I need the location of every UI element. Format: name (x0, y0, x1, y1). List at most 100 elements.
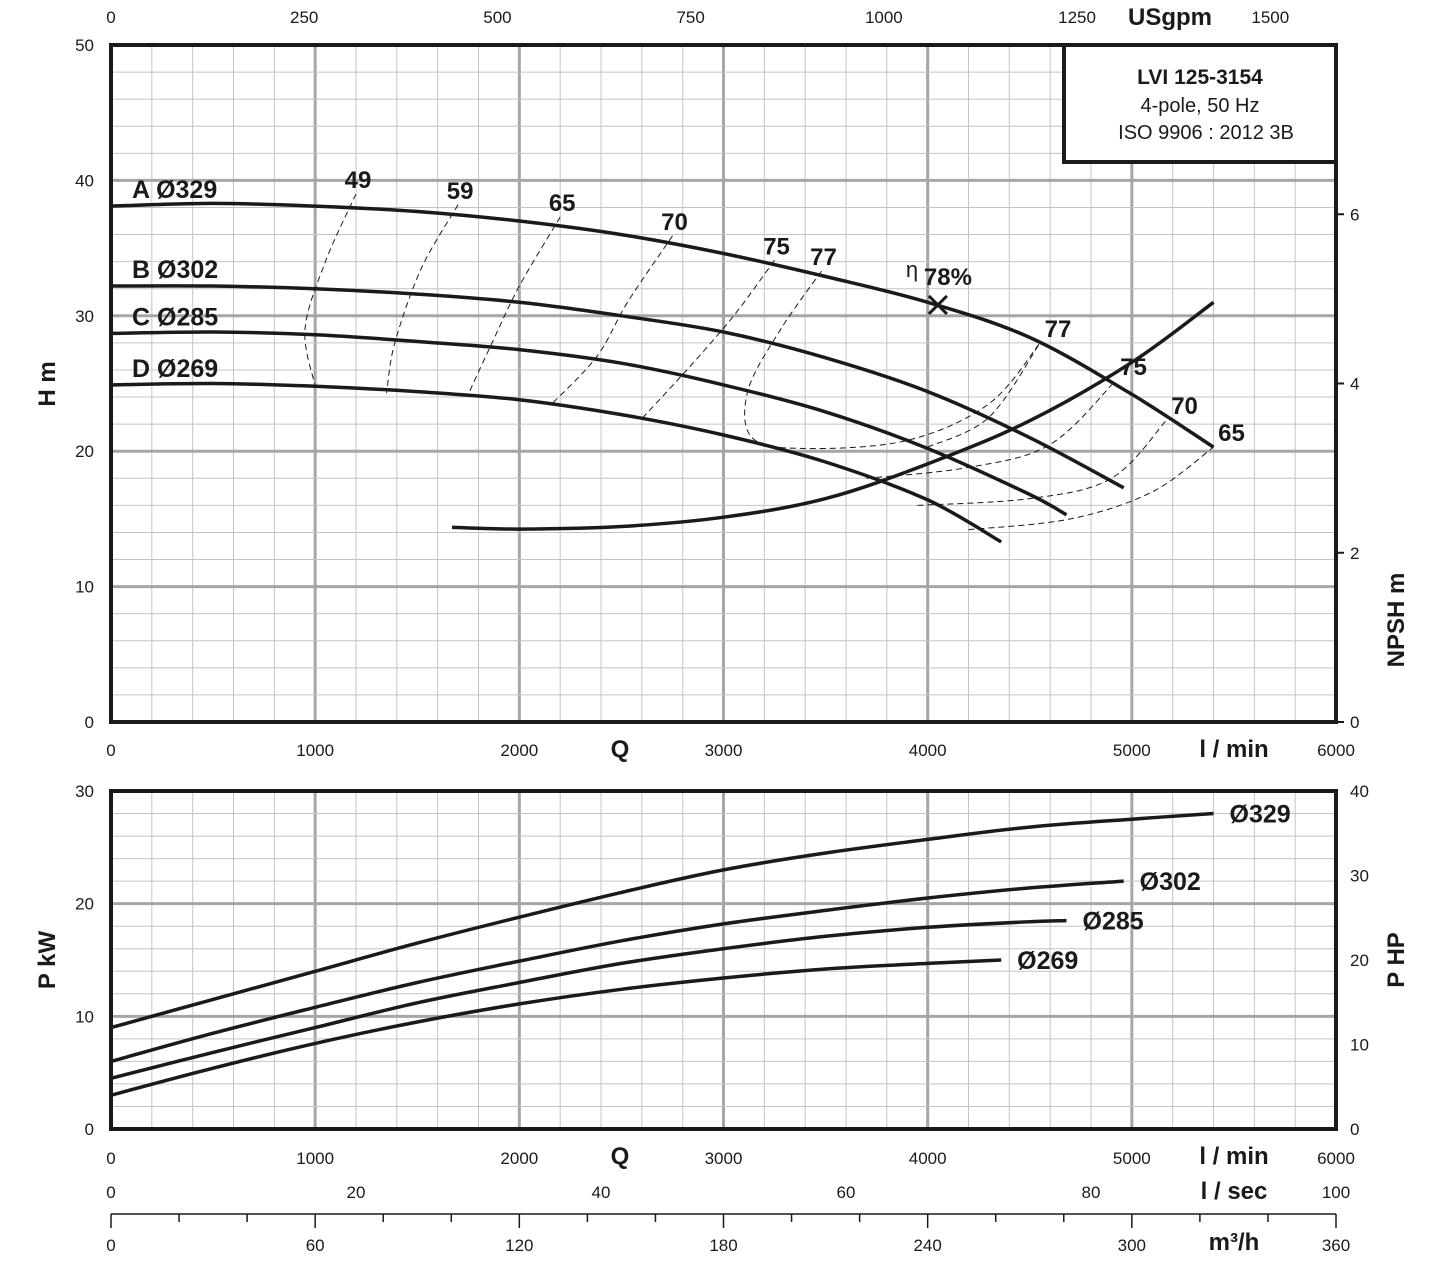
power-y-tick-label: 10 (75, 1007, 94, 1026)
hp-tick-label: 20 (1350, 951, 1369, 970)
efficiency-label: 75 (763, 233, 790, 260)
m3h-unit-label: m³/h (1209, 1229, 1260, 1256)
power-curve-label: Ø329 (1230, 801, 1291, 829)
power-x-label: Q (611, 1143, 630, 1170)
efficiency-contour-line (927, 342, 1041, 448)
head-y-tick-label: 0 (85, 713, 94, 732)
hp-tick-label: 0 (1350, 1120, 1359, 1139)
lsec-tick-label: 100 (1322, 1183, 1350, 1202)
power-y-tick-label: 30 (75, 782, 94, 801)
head-y-tick-label: 10 (75, 578, 94, 597)
lsec-tick-label: 0 (106, 1183, 115, 1202)
head-curve-line (111, 381, 1003, 544)
m3h-tick-label: 360 (1322, 1236, 1350, 1255)
power-curve-line (111, 879, 1124, 1064)
lsec-tick-label: 40 (592, 1183, 611, 1202)
efficiency-label: 59 (447, 178, 474, 205)
efficiency-contour-line (917, 419, 1167, 506)
head-y-tick-label: 20 (75, 442, 94, 461)
head-x-tick-label: 2000 (500, 741, 538, 760)
head-curves: A Ø329 B Ø302 C Ø285 D Ø269 49 59 65 70 75 77 77 75… (111, 167, 1245, 544)
head-curve-line (111, 284, 1125, 490)
power-curve-label: Ø285 (1083, 908, 1144, 936)
m3h-tick-label: 60 (306, 1236, 325, 1255)
usgpm-tick-label: 750 (676, 8, 704, 27)
efficiency-label: 70 (1171, 393, 1198, 420)
usgpm-unit-label: USgpm (1128, 4, 1212, 31)
power-curve-line (111, 811, 1214, 1030)
power-x-tick-label: 3000 (705, 1149, 743, 1168)
power-plot-frame (109, 789, 1338, 1131)
usgpm-tick-label: 250 (290, 8, 318, 27)
head-x-tick-label: 3000 (705, 741, 743, 760)
lsec-tick-label: 20 (347, 1183, 366, 1202)
efficiency-label: 49 (345, 167, 372, 194)
power-curve-label: Ø302 (1140, 868, 1201, 896)
power-x-tick-label: 0 (106, 1149, 115, 1168)
head-plot-frame (109, 43, 1338, 724)
m3h-tick-label: 180 (709, 1236, 737, 1255)
power-y-label: P kW (34, 931, 61, 990)
m3h-tick-label: 300 (1118, 1236, 1146, 1255)
power-curve-label: Ø269 (1017, 947, 1078, 975)
power-curve-line (111, 918, 1067, 1080)
best-efficiency-marker (927, 294, 948, 316)
hp-tick-label: 10 (1350, 1036, 1369, 1055)
lsec-unit-label: l / sec (1201, 1178, 1268, 1205)
model-freq: 4-pole, 50 Hz (1141, 95, 1260, 117)
m3h-tick-label: 0 (106, 1236, 115, 1255)
efficiency-label: 70 (661, 209, 688, 236)
usgpm-tick-label: 1500 (1251, 8, 1289, 27)
efficiency-label: 77 (1045, 316, 1072, 343)
power-curve-line (111, 958, 1002, 1097)
head-x-label: Q (611, 736, 630, 763)
head-y-label: H m (34, 361, 61, 406)
usgpm-tick-label: 0 (106, 8, 115, 27)
efficiency-label: 77 (810, 244, 837, 271)
head-curve-label: B Ø302 (132, 256, 218, 284)
hp-tick-label: 30 (1350, 867, 1369, 886)
power-x-tick-label: 4000 (909, 1149, 947, 1168)
efficiency-label: 75 (1120, 354, 1147, 381)
usgpm-tick-label: 1250 (1058, 8, 1096, 27)
lsec-tick-label: 80 (1082, 1183, 1101, 1202)
power-y-tick-label: 0 (85, 1120, 94, 1139)
efficiency-contour-line (551, 235, 673, 405)
efficiency-contour-line (304, 193, 357, 387)
hp-tick-label: 40 (1350, 782, 1369, 801)
efficiency-contour-line (467, 216, 561, 395)
power-x-tick-label: 6000 (1317, 1149, 1355, 1168)
npsh-tick-label: 2 (1350, 544, 1359, 563)
head-curve-label: D Ø269 (132, 355, 218, 383)
npsh-y-label: NPSH m (1383, 573, 1410, 668)
head-y-tick-label: 50 (75, 36, 94, 55)
power-plot-area (111, 811, 1214, 1097)
npsh-tick-label: 0 (1350, 713, 1359, 732)
efficiency-contour-line (386, 204, 459, 394)
head-x-tick-label: 6000 (1317, 741, 1355, 760)
efficiency-contour-line (641, 260, 775, 420)
head-curve-label: A Ø329 (132, 176, 217, 204)
efficiency-contour-line (968, 446, 1214, 531)
power-x-tick-label: 2000 (500, 1149, 538, 1168)
npsh-tick-label: 4 (1350, 375, 1359, 394)
head-curve-label: C Ø285 (132, 303, 218, 331)
head-x-tick-label: 1000 (296, 741, 334, 760)
power-x-tick-label: 5000 (1113, 1149, 1151, 1168)
power-y-tick-label: 20 (75, 895, 94, 914)
head-plot-area (111, 193, 1215, 544)
head-x-tick-label: 4000 (909, 741, 947, 760)
efficiency-contour-line (866, 380, 1116, 479)
head-y-tick-label: 30 (75, 307, 94, 326)
head-curve-line (111, 330, 1068, 517)
head-curve-line (111, 201, 1215, 449)
head-x-unit: l / min (1199, 736, 1268, 763)
head-y-tick-label: 40 (75, 171, 94, 190)
usgpm-tick-label: 1000 (865, 8, 903, 27)
power-x-unit: l / min (1199, 1143, 1268, 1170)
efficiency-label: 65 (1218, 420, 1245, 447)
